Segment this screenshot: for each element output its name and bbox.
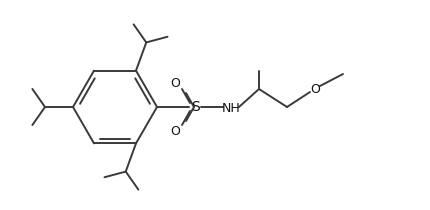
Text: O: O [170, 76, 180, 89]
Text: O: O [170, 125, 180, 138]
Text: O: O [310, 83, 320, 96]
Text: S: S [190, 100, 200, 114]
Text: NH: NH [221, 101, 240, 114]
